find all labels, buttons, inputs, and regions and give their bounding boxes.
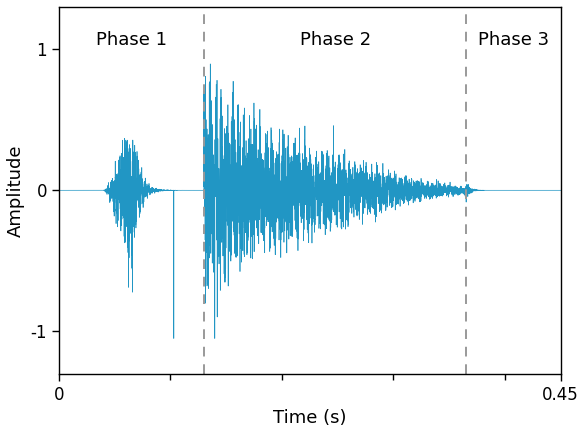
- Text: Phase 2: Phase 2: [300, 31, 371, 49]
- Text: Phase 1: Phase 1: [96, 31, 167, 49]
- Text: Phase 3: Phase 3: [478, 31, 550, 49]
- Y-axis label: Amplitude: Amplitude: [7, 144, 25, 237]
- X-axis label: Time (s): Time (s): [273, 409, 346, 427]
